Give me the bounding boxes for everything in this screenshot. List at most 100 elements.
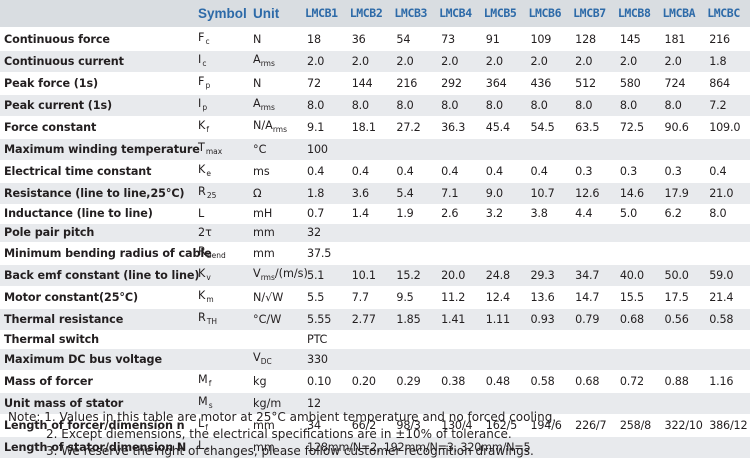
unit-subscript: rms (260, 59, 275, 68)
symbol-subscript: p (202, 103, 208, 112)
param-cell: Minimum bending radius of cable (0, 242, 212, 265)
symbol-subscript: c (205, 37, 210, 46)
symbol-text: I (198, 53, 202, 66)
header-model: LMCB1 (303, 0, 348, 29)
unit-cell: N (249, 72, 304, 95)
value-cell: 216 (705, 28, 750, 51)
table-row: Continuous force Fc N 18 36 54 73 91 109 128 145 18… (0, 28, 750, 51)
value-cell: 9.5 (392, 286, 438, 309)
value-cell: 144 (347, 72, 393, 95)
param-cell: Maximum DC bus voltage (0, 348, 195, 372)
value-cell: 8.0 (303, 94, 348, 117)
param-cell: Maximum winding temperature (0, 138, 200, 161)
symbol-cell: RTH (194, 308, 250, 331)
table-row: Resistance (line to line,25°C) R25 Ω 1.8 3.6… (0, 182, 750, 205)
value-cell: 226/7 (571, 414, 616, 438)
value-cell: 66/2 (347, 414, 393, 438)
unit-cell: kg (249, 370, 304, 394)
value-cell: 0.3 (615, 160, 661, 183)
symbol-subscript: TH (206, 316, 218, 326)
unit-cell: Arms (249, 50, 304, 73)
value-cell: 73 (437, 28, 482, 51)
value-cell: 0.4 (392, 160, 438, 183)
value-cell: 18.1 (347, 116, 393, 139)
notes: Note: 1. Values in this table are motor … (8, 409, 748, 460)
value-cell: 72.5 (615, 116, 661, 139)
param-cell: Continuous current (0, 50, 195, 73)
value-cell: 1.9 (392, 204, 438, 224)
merged-value-cell: 100 (303, 138, 750, 161)
unit-cell: ms (249, 160, 304, 183)
unit-text: A (253, 53, 261, 66)
symbol-text: L (198, 207, 205, 221)
value-cell: 0.48 (481, 370, 527, 394)
symbol-subscript: f (205, 423, 208, 433)
value-cell: 59.0 (705, 264, 750, 287)
table-row: Thermal resistance RTH °C/W 5.55 2.77 1.85 1.4… (0, 308, 750, 331)
unit-text: N (253, 77, 262, 90)
header-model: LMCB8 (615, 0, 661, 29)
value-cell: 11.2 (437, 286, 482, 309)
unit-cell: Arms (249, 94, 304, 117)
param-cell: Thermal resistance (0, 308, 195, 331)
value-cell: 1.4 (347, 204, 393, 224)
value-cell: 7.7 (347, 286, 393, 309)
symbol-cell: Rbend (194, 242, 250, 265)
value-cell: 0.4 (347, 160, 393, 183)
table-row: Maximum winding temperature Tmax °C 100 (0, 138, 750, 161)
value-cell: 0.58 (705, 308, 750, 331)
value-cell: 0.7 (303, 204, 348, 224)
unit-cell: mm (249, 436, 304, 460)
unit-text: V (253, 266, 261, 280)
note-line: 3. We reserve the right of changes, plea… (46, 444, 534, 458)
unit-cell: mm (249, 223, 304, 243)
value-cell: 3.2 (481, 204, 527, 224)
merged-value-cell: 32 (303, 223, 750, 243)
value-cell: 0.20 (347, 370, 393, 394)
merged-value-cell: 37.5 (303, 242, 750, 265)
value-cell: 0.58 (526, 370, 572, 394)
value-cell: 21.4 (705, 286, 750, 309)
value-cell: 364 (481, 72, 527, 95)
value-cell: 5.5 (303, 286, 348, 309)
unit-cell: VDC (249, 348, 304, 372)
param-cell: Thermal switch (0, 330, 195, 350)
symbol-cell: Ls (194, 436, 250, 460)
unit-text: A (253, 97, 261, 110)
value-cell: 17.5 (660, 286, 706, 309)
value-cell: 14.7 (571, 286, 616, 309)
value-cell: 36.3 (437, 116, 482, 139)
table-row: Continuous current Ic Arms 2.0 2.0 2.0 2.0 2.0 2… (0, 50, 750, 73)
value-cell: 8.0 (571, 94, 616, 117)
value-cell: 24.8 (481, 264, 527, 287)
merged-value-cell: 330 (303, 348, 750, 372)
unit-text: Ω (253, 187, 262, 200)
header-row: Symbol Unit LMCB1 LMCB2 LMCB3 LMCB4 LMCB… (0, 0, 750, 29)
symbol-text: R (198, 185, 206, 198)
header-model: LMCBA (660, 0, 706, 29)
value-cell: 436 (526, 72, 572, 95)
unit-text: kg/m (253, 397, 282, 411)
header-model: LMCB4 (437, 0, 482, 29)
value-cell: 10.1 (347, 264, 393, 287)
symbol-subscript: c (202, 59, 207, 68)
table-row: Peak force (1s) Fp N 72 144 216 292 364 436 512 58… (0, 72, 750, 95)
symbol-subscript: s (208, 401, 213, 411)
value-cell: 2.6 (437, 204, 482, 224)
unit-cell: mm (249, 242, 304, 265)
value-cell: 45.4 (481, 116, 527, 139)
header-model: LMCBC (705, 0, 750, 29)
value-cell: 54.5 (526, 116, 572, 139)
table-row: Pole pair pitch 2τ mm 32 (0, 223, 750, 243)
unit-tail: /(m/s) (274, 266, 308, 280)
spec-body: Continuous force Fc N 18 36 54 73 91 109 128 145 18… (0, 28, 750, 460)
value-cell: 54 (392, 28, 438, 51)
header-model: LMCB6 (526, 0, 572, 29)
value-cell: 216 (392, 72, 438, 95)
value-cell: 14.6 (615, 182, 661, 205)
table-row: Mass of forcer Mf kg 0.10 0.20 0.29 0.38 0.48 0.… (0, 370, 750, 394)
value-cell: 12.6 (571, 182, 616, 205)
value-cell: 1.8 (705, 50, 750, 73)
value-cell: 10.7 (526, 182, 572, 205)
symbol-text: L (198, 439, 205, 453)
